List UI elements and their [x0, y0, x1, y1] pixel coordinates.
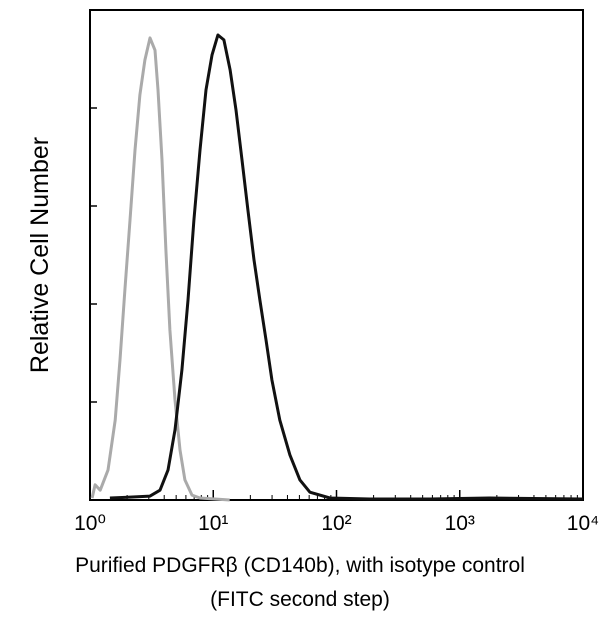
histogram-line — [90, 36, 230, 502]
x-axis-label: Purified PDGFRβ (CD140b), with isotype c… — [75, 554, 525, 577]
plot-frame — [89, 9, 584, 501]
histogram-line — [109, 33, 584, 501]
y-axis-label: Relative Cell Number — [26, 137, 54, 373]
x-tick-label: 10² — [321, 512, 351, 535]
x-tick-label: 10⁴ — [567, 512, 599, 535]
x-tick-label: 10¹ — [198, 512, 228, 535]
x-tick-label: 10³ — [445, 512, 475, 535]
x-axis-label: (FITC second step) — [210, 588, 390, 611]
x-tick-label: 10⁰ — [74, 512, 106, 535]
